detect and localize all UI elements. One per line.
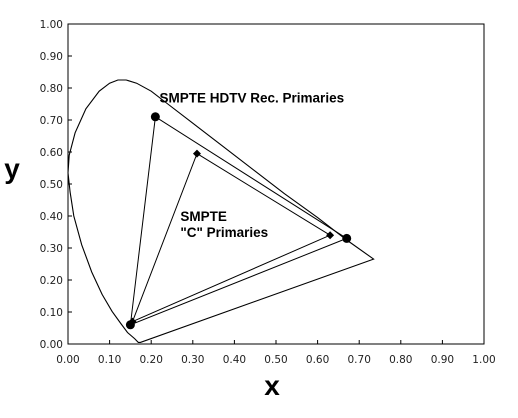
- x-tick-label: 0.20: [140, 354, 163, 366]
- y-tick-label: 0.90: [40, 51, 63, 63]
- y-tick-label: 0.20: [40, 275, 63, 287]
- y-tick-label: 0.70: [40, 115, 63, 127]
- y-axis-title: y: [4, 153, 20, 184]
- annotations: SMPTE HDTV Rec. Primaries SMPTE"C" Primar…: [160, 90, 345, 239]
- hdtv-primary-marker: [150, 112, 160, 122]
- y-tick-label: 1.00: [40, 19, 63, 31]
- x-tick-label: 0.30: [181, 354, 204, 366]
- plot-frame: [67, 23, 485, 345]
- x-tick-label: 0.00: [56, 354, 79, 366]
- hdtv-primary-marker: [342, 233, 352, 243]
- x-tick-label: 0.70: [348, 354, 371, 366]
- y-tick-label: 0.40: [40, 211, 63, 223]
- axis-ticks: [67, 23, 485, 345]
- x-tick-label: 0.80: [389, 354, 412, 366]
- smpte-c-primary-marker: [128, 317, 137, 326]
- x-axis-title: x: [264, 370, 280, 401]
- x-tick-label: 0.10: [98, 354, 121, 366]
- x-tick-label: 0.90: [431, 354, 454, 366]
- smpte-c-primary-marker: [192, 149, 201, 158]
- annotation-text: "C" Primaries: [180, 225, 268, 240]
- x-tick-label: 0.40: [223, 354, 246, 366]
- y-tick-label: 0.00: [40, 339, 63, 351]
- y-tick-label: 0.50: [40, 179, 63, 191]
- x-tick-label: 0.60: [306, 354, 329, 366]
- x-tick-label: 1.00: [472, 354, 495, 366]
- annotation-text: SMPTE HDTV Rec. Primaries: [160, 90, 345, 105]
- gamut-triangle-0: [129, 115, 348, 326]
- spectral-locus: [67, 79, 375, 343]
- smpte-c-primary-marker: [326, 231, 335, 240]
- y-tick-label: 0.60: [40, 147, 63, 159]
- x-tick-label: 0.50: [264, 354, 287, 366]
- y-tick-label: 0.30: [40, 243, 63, 255]
- y-tick-label: 0.10: [40, 307, 63, 319]
- axis-tick-labels: 0.00 0.10 0.20 0.30 0.40 0.50 0.60 0.70 0.80 0.90…: [40, 19, 496, 366]
- primary-markers: [125, 112, 352, 330]
- y-tick-label: 0.80: [40, 83, 63, 95]
- gamut-triangles: [129, 115, 348, 326]
- annotation-text: SMPTE: [180, 209, 227, 224]
- gamut-triangle-1: [131, 152, 332, 323]
